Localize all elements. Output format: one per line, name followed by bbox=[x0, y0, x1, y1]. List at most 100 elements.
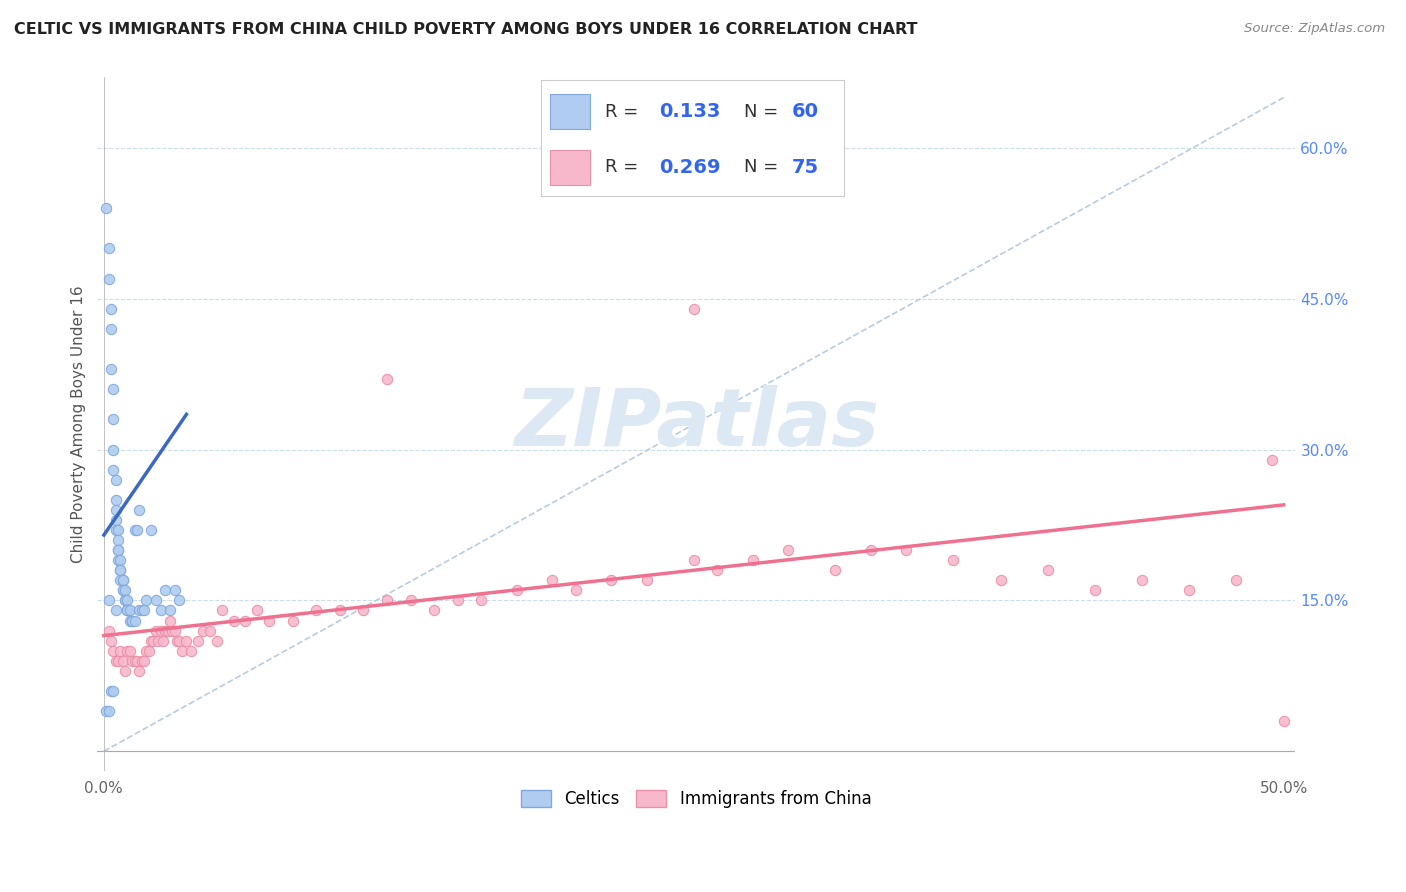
Point bbox=[104, 492, 127, 507]
Point bbox=[942, 553, 965, 567]
Point bbox=[114, 593, 136, 607]
Point bbox=[169, 593, 191, 607]
Text: ZIPatlas: ZIPatlas bbox=[513, 385, 879, 464]
Point bbox=[163, 624, 186, 638]
Text: 60: 60 bbox=[792, 102, 820, 121]
Point bbox=[149, 603, 172, 617]
Point bbox=[117, 643, 139, 657]
Point bbox=[180, 643, 202, 657]
Point bbox=[1130, 574, 1153, 588]
Point bbox=[706, 563, 728, 577]
Point bbox=[155, 583, 177, 598]
Point bbox=[107, 543, 129, 558]
Point bbox=[96, 704, 118, 718]
Point bbox=[211, 603, 233, 617]
Point bbox=[96, 201, 118, 215]
Text: R =: R = bbox=[605, 103, 638, 120]
Point bbox=[682, 553, 704, 567]
Point bbox=[103, 463, 125, 477]
Point bbox=[145, 624, 167, 638]
Point bbox=[124, 614, 146, 628]
Point bbox=[117, 603, 139, 617]
Point bbox=[104, 603, 127, 617]
Point bbox=[162, 624, 184, 638]
Point bbox=[111, 574, 134, 588]
Point bbox=[155, 624, 177, 638]
Point bbox=[107, 553, 129, 567]
Point bbox=[121, 614, 143, 628]
Point bbox=[352, 603, 374, 617]
Point bbox=[159, 603, 181, 617]
Point bbox=[118, 603, 141, 617]
Point bbox=[506, 583, 529, 598]
Text: N =: N = bbox=[744, 158, 778, 177]
Point bbox=[114, 593, 136, 607]
Point bbox=[132, 603, 155, 617]
Point bbox=[125, 523, 148, 537]
Point bbox=[110, 643, 132, 657]
Bar bbox=[550, 150, 589, 185]
Point bbox=[111, 654, 134, 668]
Point bbox=[100, 684, 122, 698]
Point bbox=[246, 603, 269, 617]
Point bbox=[257, 614, 280, 628]
Point bbox=[110, 574, 132, 588]
Point bbox=[107, 533, 129, 547]
Point bbox=[1084, 583, 1107, 598]
Point bbox=[110, 563, 132, 577]
Point bbox=[107, 523, 129, 537]
Point bbox=[138, 643, 160, 657]
Point bbox=[110, 563, 132, 577]
Point bbox=[124, 654, 146, 668]
Point bbox=[423, 603, 446, 617]
Point bbox=[100, 322, 122, 336]
Point bbox=[107, 543, 129, 558]
Y-axis label: Child Poverty Among Boys Under 16: Child Poverty Among Boys Under 16 bbox=[72, 285, 86, 563]
Point bbox=[103, 412, 125, 426]
Point bbox=[111, 583, 134, 598]
Text: 75: 75 bbox=[792, 158, 820, 177]
Point bbox=[104, 523, 127, 537]
Point bbox=[152, 633, 174, 648]
Point bbox=[824, 563, 846, 577]
Point bbox=[97, 241, 120, 255]
Point bbox=[166, 633, 188, 648]
Point bbox=[135, 593, 157, 607]
Point bbox=[104, 513, 127, 527]
Point bbox=[118, 643, 141, 657]
Point bbox=[131, 654, 153, 668]
Point bbox=[176, 633, 198, 648]
Point bbox=[97, 704, 120, 718]
Point bbox=[132, 654, 155, 668]
Point bbox=[1225, 574, 1247, 588]
Point bbox=[111, 583, 134, 598]
Text: CELTIC VS IMMIGRANTS FROM CHINA CHILD POVERTY AMONG BOYS UNDER 16 CORRELATION CH: CELTIC VS IMMIGRANTS FROM CHINA CHILD PO… bbox=[14, 22, 918, 37]
Point bbox=[859, 543, 882, 558]
Point bbox=[1261, 452, 1284, 467]
Point bbox=[375, 372, 398, 386]
Point bbox=[399, 593, 422, 607]
Point bbox=[104, 473, 127, 487]
Text: 0.269: 0.269 bbox=[659, 158, 721, 177]
Point bbox=[125, 654, 148, 668]
Point bbox=[128, 664, 150, 678]
Point bbox=[121, 614, 143, 628]
Point bbox=[447, 593, 470, 607]
Point bbox=[541, 574, 564, 588]
Point bbox=[142, 633, 165, 648]
Point bbox=[159, 614, 181, 628]
Point bbox=[281, 614, 304, 628]
Point bbox=[118, 614, 141, 628]
Point bbox=[121, 654, 143, 668]
Point bbox=[135, 643, 157, 657]
Point bbox=[145, 593, 167, 607]
Point bbox=[222, 614, 245, 628]
Point bbox=[97, 271, 120, 285]
Point bbox=[97, 593, 120, 607]
Point bbox=[117, 603, 139, 617]
Point bbox=[470, 593, 492, 607]
Point bbox=[114, 583, 136, 598]
Point bbox=[124, 523, 146, 537]
Point bbox=[146, 633, 169, 648]
Point bbox=[103, 643, 125, 657]
